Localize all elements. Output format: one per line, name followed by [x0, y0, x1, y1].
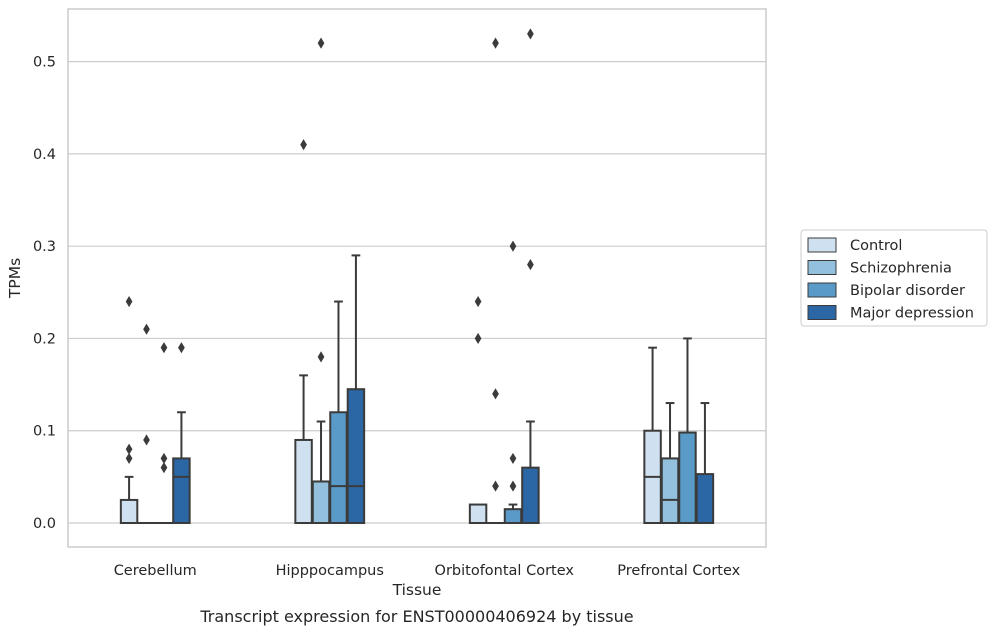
outlier-point — [492, 480, 499, 492]
outlier-point — [509, 480, 517, 492]
outlier-point — [527, 28, 534, 40]
x-tick-label: Orbitofontal Cortex — [435, 563, 575, 579]
box-control-2 — [468, 295, 488, 525]
outlier-point — [492, 388, 499, 400]
box-major-depression-2 — [521, 28, 540, 525]
boxes-layer — [119, 28, 715, 525]
box-body — [329, 411, 348, 525]
legend-entry: Major depression — [850, 306, 974, 322]
legend-swatch — [807, 282, 837, 298]
y-tick-label: 0.1 — [33, 424, 56, 440]
box-schizophrenia-2 — [486, 37, 505, 525]
box-body — [503, 508, 523, 525]
box-schizophrenia-0 — [137, 323, 156, 525]
outlier-point — [125, 443, 133, 455]
y-tick-label: 0.3 — [33, 239, 56, 255]
outlier-point — [178, 342, 185, 354]
box-body — [119, 498, 139, 525]
legend-swatch — [807, 305, 837, 320]
outlier-point — [474, 295, 482, 308]
legend-swatch — [807, 237, 837, 253]
outlier-point — [300, 139, 307, 151]
box-body — [172, 457, 191, 525]
legend-entry: Schizophrenia — [850, 261, 952, 277]
y-tick-label: 0.0 — [33, 516, 56, 532]
box-body — [678, 431, 697, 525]
box-body — [660, 457, 680, 525]
y-tick-label: 0.5 — [33, 55, 56, 71]
outlier-point — [160, 452, 168, 464]
box-major-depression-1 — [346, 254, 366, 525]
y-tick-label: 0.2 — [33, 331, 56, 347]
box-schizophrenia-1 — [311, 37, 331, 525]
outlier-point — [509, 240, 517, 252]
box-control-0 — [119, 295, 139, 525]
y-tick-label: 0.4 — [33, 147, 56, 163]
outlier-point — [125, 295, 133, 308]
plot-border — [67, 8, 767, 548]
x-tick-label: Cerebellum — [114, 563, 197, 579]
legend: Control Schizophrenia Bipolar disorder Majo… — [800, 229, 988, 327]
outlier-point — [509, 452, 517, 464]
outlier-point — [474, 332, 482, 345]
box-bipolar-disorder-3 — [678, 337, 697, 525]
box-bipolar-disorder-1 — [329, 300, 348, 525]
x-tick-label: Prefrontal Cortex — [617, 563, 740, 579]
box-body — [311, 480, 331, 525]
box-major-depression-3 — [695, 402, 715, 525]
legend-frame — [800, 229, 988, 327]
box-body — [695, 473, 715, 525]
chart-caption: Transcript expression for ENST0000040692… — [199, 607, 633, 626]
box-body — [346, 388, 366, 525]
outlier-point — [143, 434, 150, 446]
outlier-point — [317, 351, 325, 363]
outlier-point — [143, 323, 150, 335]
outlier-point — [527, 259, 534, 271]
legend-entry: Control — [850, 238, 902, 254]
y-axis-ticks: 0.0 0.1 0.2 0.3 0.4 0.5 — [33, 55, 56, 532]
legend-entry: Bipolar disorder — [850, 283, 965, 299]
box-major-depression-0 — [172, 342, 191, 525]
outlier-point — [160, 342, 168, 354]
box-body — [294, 438, 313, 525]
box-body — [521, 466, 540, 525]
x-axis-label: Tissue — [392, 581, 442, 599]
outlier-point — [317, 37, 325, 49]
x-tick-label: Hipppocampus — [276, 563, 384, 579]
outlier-point — [160, 462, 168, 474]
box-bipolar-disorder-0 — [154, 342, 174, 525]
box-body — [468, 503, 488, 525]
outlier-point — [125, 452, 133, 464]
x-axis-ticks: Cerebellum Hipppocampus Orbitofontal Corte… — [114, 563, 741, 579]
outlier-point — [492, 37, 499, 49]
y-axis-label: TPMs — [6, 258, 24, 299]
legend-swatch — [807, 260, 837, 275]
